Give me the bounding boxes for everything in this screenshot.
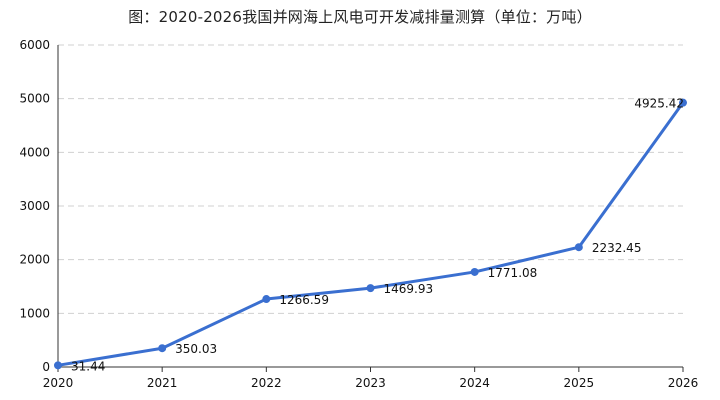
data-point bbox=[54, 361, 62, 370]
data-label: 1771.08 bbox=[488, 266, 538, 280]
data-label: 1469.93 bbox=[384, 282, 434, 296]
data-label: 31.44 bbox=[71, 359, 105, 373]
data-label: 1266.59 bbox=[279, 293, 329, 307]
data-point bbox=[679, 98, 687, 107]
data-point bbox=[262, 295, 271, 304]
y-tick-label: 4000 bbox=[19, 145, 50, 159]
x-tick-label: 2024 bbox=[459, 376, 490, 390]
chart-title: 图：2020-2026我国并网海上风电可开发减排量测算（单位：万吨） bbox=[128, 8, 592, 26]
y-tick-label: 6000 bbox=[19, 38, 50, 52]
x-tick-label: 2020 bbox=[43, 376, 74, 390]
y-tick-label: 5000 bbox=[19, 92, 50, 106]
y-tick-label: 0 bbox=[42, 360, 50, 374]
data-label: 350.03 bbox=[175, 342, 217, 356]
data-point bbox=[366, 284, 375, 293]
data-point bbox=[574, 243, 583, 252]
y-tick-label: 1000 bbox=[19, 306, 50, 320]
data-point bbox=[158, 344, 167, 353]
data-point bbox=[470, 267, 479, 276]
data-label: 2232.45 bbox=[592, 241, 642, 255]
x-tick-label: 2022 bbox=[251, 376, 282, 390]
y-tick-label: 3000 bbox=[19, 199, 50, 213]
series-line bbox=[57, 101, 685, 367]
data-label: 4925.42 bbox=[634, 97, 684, 111]
x-tick-label: 2026 bbox=[668, 376, 699, 390]
y-tick-label: 2000 bbox=[19, 253, 50, 267]
x-tick-label: 2025 bbox=[564, 376, 595, 390]
x-tick-label: 2023 bbox=[355, 376, 386, 390]
x-tick-label: 2021 bbox=[147, 376, 178, 390]
